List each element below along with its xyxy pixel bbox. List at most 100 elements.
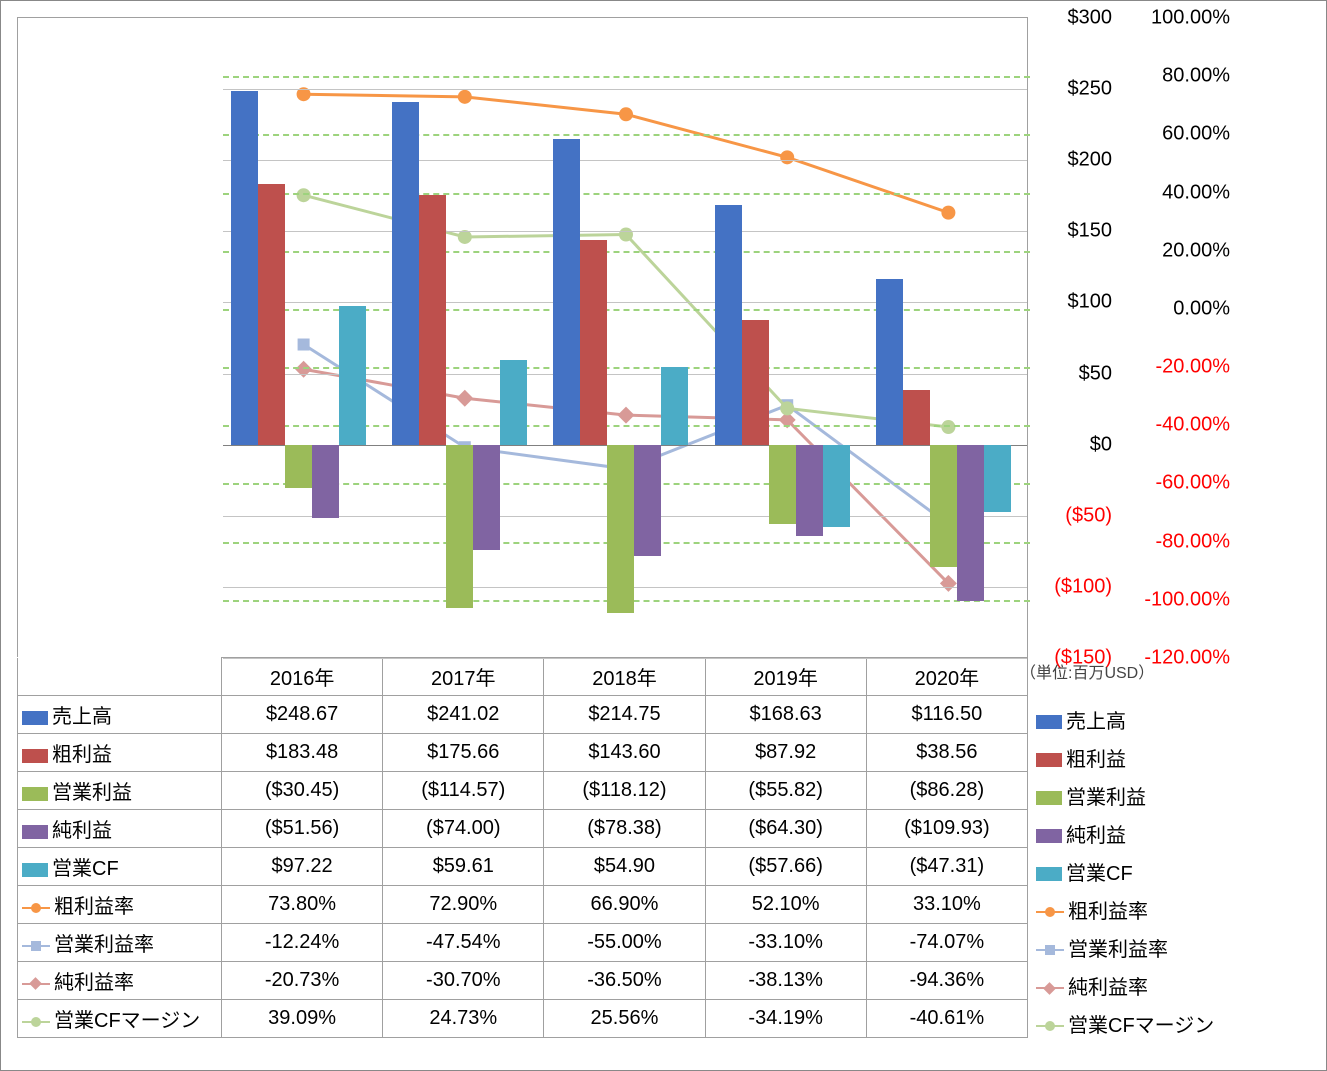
year-header: 2018年 bbox=[544, 658, 705, 696]
cell: ($55.82) bbox=[705, 772, 866, 810]
bar-net_income bbox=[634, 445, 661, 556]
cell: -94.36% bbox=[866, 962, 1027, 1000]
row-head-gross_margin: 粗利益率 bbox=[18, 886, 222, 924]
y1-axis-label: $250 bbox=[1032, 78, 1112, 101]
cell: -47.54% bbox=[383, 924, 544, 962]
y2-axis-label: -40.00% bbox=[1120, 414, 1230, 437]
bar-revenue bbox=[553, 139, 580, 444]
row-head-revenue: 売上高 bbox=[18, 696, 222, 734]
cell: 72.90% bbox=[383, 886, 544, 924]
legend-item-net_margin: 純利益率 bbox=[1036, 969, 1214, 1007]
year-header: 2019年 bbox=[705, 658, 866, 696]
cell: ($118.12) bbox=[544, 772, 705, 810]
y1-axis-label: $300 bbox=[1032, 7, 1112, 30]
cell: $87.92 bbox=[705, 734, 866, 772]
series-label: 純利益 bbox=[52, 820, 112, 842]
legend-label: 営業利益率 bbox=[1068, 931, 1168, 969]
bar-op_income bbox=[607, 445, 634, 613]
marker-gross_margin bbox=[780, 150, 794, 164]
chart-container: $300$250$200$150$100$50$0($50)($100)($15… bbox=[0, 0, 1327, 1071]
bar-revenue bbox=[715, 205, 742, 445]
right-legend: 売上高粗利益営業利益純利益営業CF粗利益率営業利益率純利益率営業CFマージン bbox=[1036, 703, 1214, 1045]
marker-op_margin bbox=[781, 399, 793, 411]
y1-axis-label: $0 bbox=[1032, 433, 1112, 456]
cell: 39.09% bbox=[222, 1000, 383, 1038]
series-label: 営業CFマージン bbox=[54, 1010, 200, 1032]
bar-gross_profit bbox=[258, 184, 285, 445]
cell: -34.19% bbox=[705, 1000, 866, 1038]
bar-op_income bbox=[285, 445, 312, 488]
bar-op_cf bbox=[339, 306, 366, 444]
series-label: 粗利益率 bbox=[54, 896, 134, 918]
legend-label: 営業利益 bbox=[1066, 779, 1146, 817]
cell: $116.50 bbox=[866, 696, 1027, 734]
cell: -74.07% bbox=[866, 924, 1027, 962]
cell: -36.50% bbox=[544, 962, 705, 1000]
legend-label: 売上高 bbox=[1066, 703, 1126, 741]
y2-axis-label: -60.00% bbox=[1120, 472, 1230, 495]
cell: 66.90% bbox=[544, 886, 705, 924]
row-head-cf_margin: 営業CFマージン bbox=[18, 1000, 222, 1038]
bar-op_cf bbox=[500, 360, 527, 445]
cell: $241.02 bbox=[383, 696, 544, 734]
row-head-op_income: 営業利益 bbox=[18, 772, 222, 810]
cell: $183.48 bbox=[222, 734, 383, 772]
cell: -20.73% bbox=[222, 962, 383, 1000]
cell: $54.90 bbox=[544, 848, 705, 886]
bar-gross_profit bbox=[903, 390, 930, 445]
y1-axis-label: $200 bbox=[1032, 149, 1112, 172]
legend-item-op_cf: 営業CF bbox=[1036, 855, 1214, 893]
row-head-op_margin: 営業利益率 bbox=[18, 924, 222, 962]
bar-op_income bbox=[446, 445, 473, 608]
y2-axis-label: 20.00% bbox=[1120, 239, 1230, 262]
marker-cf_margin bbox=[780, 401, 794, 415]
cell: -33.10% bbox=[705, 924, 866, 962]
cell: -30.70% bbox=[383, 962, 544, 1000]
legend-label: 粗利益率 bbox=[1068, 893, 1148, 931]
legend-item-cf_margin: 営業CFマージン bbox=[1036, 1007, 1214, 1045]
bar-gross_profit bbox=[419, 195, 446, 445]
legend-item-op_income: 営業利益 bbox=[1036, 779, 1214, 817]
series-label: 営業CF bbox=[52, 858, 119, 880]
cell: ($57.66) bbox=[705, 848, 866, 886]
marker-net_margin bbox=[618, 407, 635, 424]
bar-op_cf bbox=[823, 445, 850, 527]
cell: -12.24% bbox=[222, 924, 383, 962]
unit-note: （単位:百万USD） bbox=[1020, 659, 1230, 683]
bar-op_income bbox=[769, 445, 796, 524]
row-head-net_income: 純利益 bbox=[18, 810, 222, 848]
cell: $214.75 bbox=[544, 696, 705, 734]
year-header: 2016年 bbox=[222, 658, 383, 696]
series-label: 粗利益 bbox=[52, 744, 112, 766]
cell: $248.67 bbox=[222, 696, 383, 734]
row-head-gross_profit: 粗利益 bbox=[18, 734, 222, 772]
bar-op_income bbox=[930, 445, 957, 568]
legend-label: 営業CF bbox=[1066, 855, 1133, 893]
y2-axis-label: 60.00% bbox=[1120, 123, 1230, 146]
cell: $38.56 bbox=[866, 734, 1027, 772]
chart-plot-area: $300$250$200$150$100$50$0($50)($100)($15… bbox=[17, 17, 1028, 657]
data-table: 2016年2017年2018年2019年2020年売上高$248.67$241.… bbox=[17, 657, 1028, 1038]
y1-axis-label: ($50) bbox=[1032, 504, 1112, 527]
year-header: 2017年 bbox=[383, 658, 544, 696]
bar-revenue bbox=[231, 91, 258, 445]
y2-axis-label: 40.00% bbox=[1120, 181, 1230, 204]
cell: $143.60 bbox=[544, 734, 705, 772]
y2-axis-label: 80.00% bbox=[1120, 65, 1230, 88]
bar-net_income bbox=[312, 445, 339, 518]
series-label: 純利益率 bbox=[54, 972, 134, 994]
legend-item-revenue: 売上高 bbox=[1036, 703, 1214, 741]
cell: $175.66 bbox=[383, 734, 544, 772]
cell: 52.10% bbox=[705, 886, 866, 924]
marker-net_margin bbox=[295, 361, 312, 378]
cell: 25.56% bbox=[544, 1000, 705, 1038]
legend-label: 粗利益 bbox=[1066, 741, 1126, 779]
marker-cf_margin bbox=[619, 228, 633, 242]
y1-axis-label: $50 bbox=[1032, 362, 1112, 385]
bar-gross_profit bbox=[742, 320, 769, 445]
y1-axis-label: $100 bbox=[1032, 291, 1112, 314]
y1-axis-label: $150 bbox=[1032, 220, 1112, 243]
cell: ($78.38) bbox=[544, 810, 705, 848]
legend-label: 純利益率 bbox=[1068, 969, 1148, 1007]
bar-op_cf bbox=[661, 367, 688, 445]
